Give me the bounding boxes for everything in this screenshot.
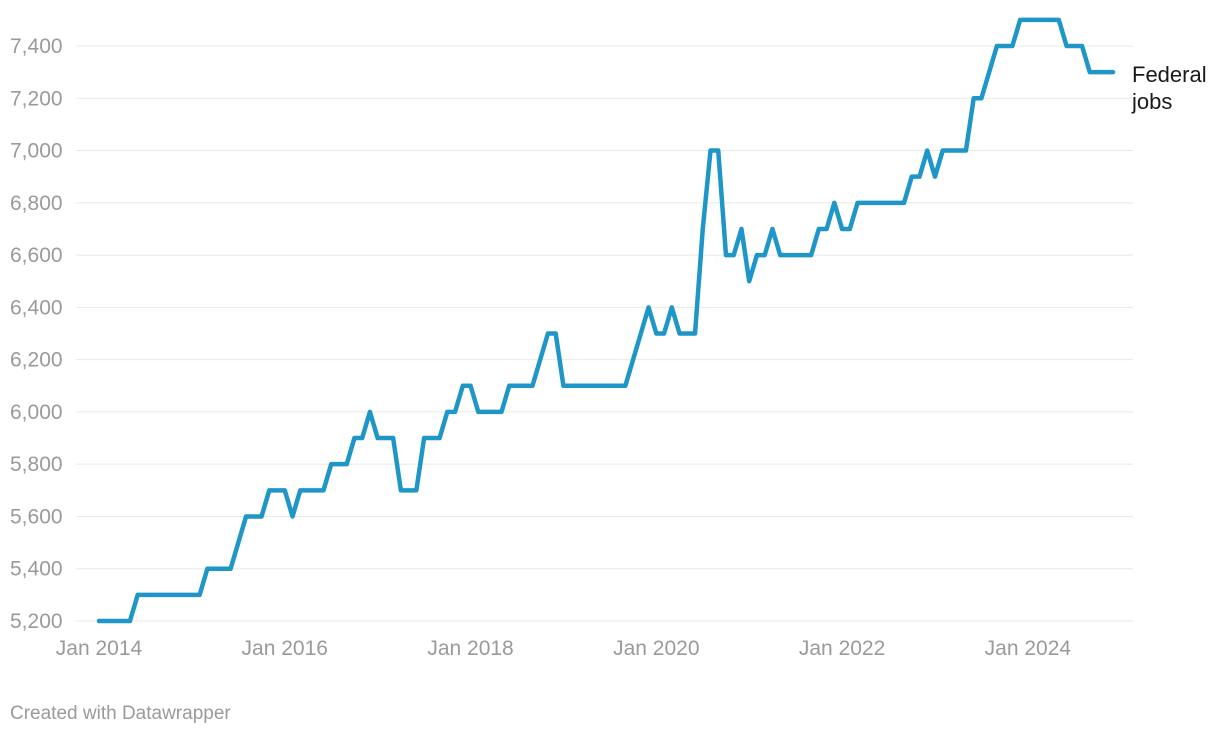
attribution-text: Created with Datawrapper xyxy=(10,703,231,724)
x-axis-tick-label: Jan 2024 xyxy=(985,637,1072,660)
x-axis-tick-label: Jan 2014 xyxy=(56,637,143,660)
y-axis-tick-label: 7,400 xyxy=(10,35,63,58)
y-axis-tick-label: 6,600 xyxy=(10,244,63,267)
x-axis-tick-label: Jan 2018 xyxy=(427,637,513,660)
x-axis-tick-label: Jan 2020 xyxy=(613,637,699,660)
y-axis-tick-label: 7,000 xyxy=(10,140,63,163)
y-axis-tick-label: 7,200 xyxy=(10,87,63,110)
legend-label-line-2: jobs xyxy=(1132,89,1173,114)
x-axis-tick-label: Jan 2016 xyxy=(242,637,328,660)
y-axis-tick-label: 6,000 xyxy=(10,401,63,424)
y-axis-tick-label: 5,200 xyxy=(10,610,63,633)
y-axis-tick-label: 6,400 xyxy=(10,296,63,319)
y-axis-tick-label: 6,800 xyxy=(10,192,63,215)
x-axis-tick-label: Jan 2022 xyxy=(799,637,885,660)
y-axis-tick-label: 5,600 xyxy=(10,505,63,528)
federal-jobs-line xyxy=(96,17,1116,624)
y-axis-tick-label: 5,800 xyxy=(10,453,63,476)
legend-label-line-1: Federal xyxy=(1132,62,1207,87)
series-legend: Federal jobs xyxy=(1132,61,1207,115)
y-axis-tick-label: 5,400 xyxy=(10,558,63,581)
y-axis-tick-label: 6,200 xyxy=(10,349,63,372)
